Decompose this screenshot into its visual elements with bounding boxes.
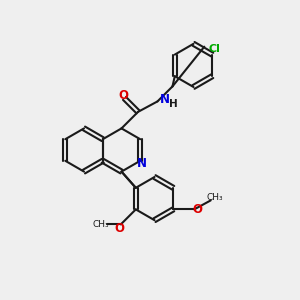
Text: Cl: Cl	[209, 44, 220, 54]
Text: O: O	[118, 89, 128, 102]
Text: CH₃: CH₃	[207, 194, 224, 202]
Text: O: O	[193, 203, 203, 216]
Text: H: H	[169, 99, 178, 109]
Text: N: N	[137, 157, 147, 170]
Text: N: N	[160, 93, 170, 106]
Text: O: O	[114, 222, 124, 236]
Text: CH₃: CH₃	[92, 220, 109, 229]
